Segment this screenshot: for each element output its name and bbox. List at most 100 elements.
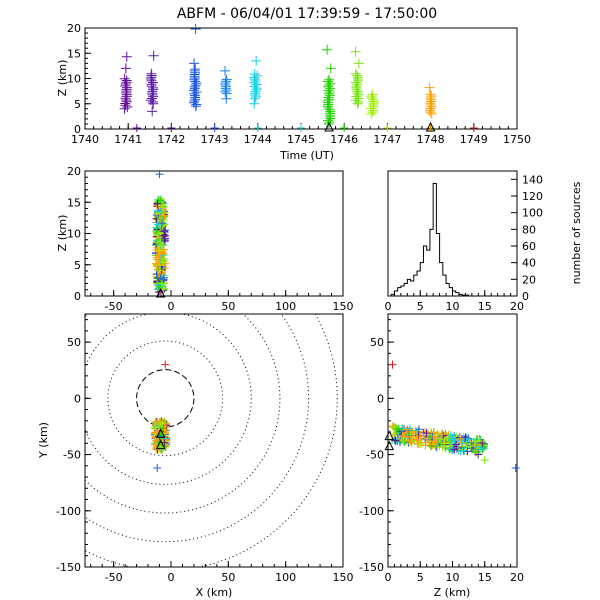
time-height-source: [325, 63, 336, 74]
z-y-source: [398, 424, 407, 433]
x-z-source: [153, 233, 162, 242]
y-tick-label: -50: [366, 449, 384, 462]
time-height-source: [219, 65, 230, 76]
x-z-source: [159, 275, 168, 284]
z-y-source: [422, 429, 431, 438]
y-tick-label: 0: [74, 392, 81, 405]
x-tick-label: -50: [105, 571, 123, 584]
x-z-source: [158, 219, 167, 228]
z-y-source: [445, 441, 454, 450]
time-height-ticks: 1740 1741 1742 1743 1744 1745 1746 1747 1748 1749…: [67, 22, 531, 146]
y-tick-label: 15: [67, 47, 81, 60]
x-tick-label: 150: [333, 300, 354, 313]
sensor-triangle: [384, 440, 395, 451]
z-y-ticks: 0 5 10 15 20 -150 -100 -50 0 50: [359, 319, 524, 584]
z-y-source: [403, 432, 412, 441]
x-z-source: [155, 266, 164, 275]
y-tick-label: -50: [63, 449, 81, 462]
z-y-source: [430, 432, 439, 441]
y-tick-label: 10: [67, 228, 81, 241]
range-ring: [136, 369, 195, 428]
time-axis-label: Time (UT): [279, 149, 334, 162]
z-y-sources: [384, 360, 520, 473]
x-z-source: [157, 219, 166, 228]
x-tick-label: 5: [417, 300, 424, 313]
plan-source: [151, 423, 160, 432]
histogram-step-line: [388, 183, 517, 297]
x-z-source: [160, 231, 169, 240]
x-z-source: [160, 254, 169, 263]
y-tick-label: -100: [56, 505, 81, 518]
y-tick-label: 40: [522, 257, 536, 270]
z-y-source: [390, 429, 399, 438]
plan-view-sources: [150, 360, 171, 473]
time-height-source: [350, 46, 361, 57]
time-height-source: [249, 98, 260, 109]
z-y-source: [448, 435, 457, 444]
z-y-source: [399, 437, 408, 446]
z-y-source: [456, 434, 465, 443]
range-ring: [85, 314, 338, 567]
z-y-source: [475, 445, 484, 454]
x-tick-label: 150: [333, 571, 354, 584]
z-y-source: [389, 422, 398, 431]
z-y-source: [391, 436, 400, 445]
y-tick-label: 50: [67, 336, 81, 349]
x-z-source: [157, 279, 166, 288]
x-z-source: [154, 197, 163, 206]
z-axis-label-top: Z (km): [56, 60, 69, 97]
sensor-triangle: [384, 430, 395, 441]
y-tick-label: -150: [359, 561, 384, 574]
x-z-source: [161, 226, 170, 235]
time-height-source: [425, 89, 436, 100]
z-y-source: [446, 430, 455, 439]
time-height-frame: [84, 27, 518, 130]
y-tick-label: 0: [377, 392, 384, 405]
z-y-source: [400, 438, 409, 446]
z-y-source: [450, 445, 459, 454]
x-z-sources: [151, 170, 170, 298]
plan-source: [160, 425, 169, 434]
x-tick-label: 10: [446, 300, 460, 313]
y-tick-label: 20: [67, 22, 81, 35]
plan-source: [161, 434, 170, 443]
y-tick-label: 20: [522, 273, 536, 286]
range-ring: [85, 314, 252, 485]
time-height-source: [190, 64, 201, 75]
x-tick-label: 15: [478, 571, 492, 584]
x-z-source: [152, 226, 161, 235]
time-height-source: [426, 91, 437, 102]
z-y-source: [416, 432, 425, 441]
y-tick-label: 5: [74, 259, 81, 272]
x-tick-label: 1745: [287, 133, 315, 146]
z-y-source: [394, 425, 403, 434]
x-tick-label: 0: [385, 571, 392, 584]
time-height-source: [322, 76, 333, 87]
x-tick-label: 100: [275, 300, 296, 313]
z-y-source: [471, 448, 480, 457]
z-y-source: [388, 422, 397, 431]
z-y-source: [438, 429, 447, 438]
z-y-source: [478, 439, 487, 448]
x-tick-label: 100: [275, 571, 296, 584]
z-y-source: [408, 428, 417, 437]
x-z-source: [153, 220, 162, 229]
z-y-panel: 0 5 10 15 20 -150 -100 -50 0 50 Z (km): [359, 313, 524, 599]
z-y-source: [431, 438, 440, 447]
z-y-source: [470, 437, 479, 446]
histogram-axis-label: number of sources: [570, 181, 583, 284]
time-height-source: [220, 76, 231, 87]
z-y-source: [427, 442, 436, 451]
time-height-sources: [119, 24, 478, 132]
ground-source: [340, 124, 349, 132]
y-tick-label: -150: [56, 561, 81, 574]
time-height-source: [147, 106, 158, 117]
x-z-source: [160, 211, 169, 220]
z-y-source: [440, 439, 449, 448]
x-tick-label: 15: [478, 300, 492, 313]
y-tick-label: 10: [67, 73, 81, 86]
x-z-source: [153, 280, 162, 289]
time-height-source: [367, 89, 378, 100]
